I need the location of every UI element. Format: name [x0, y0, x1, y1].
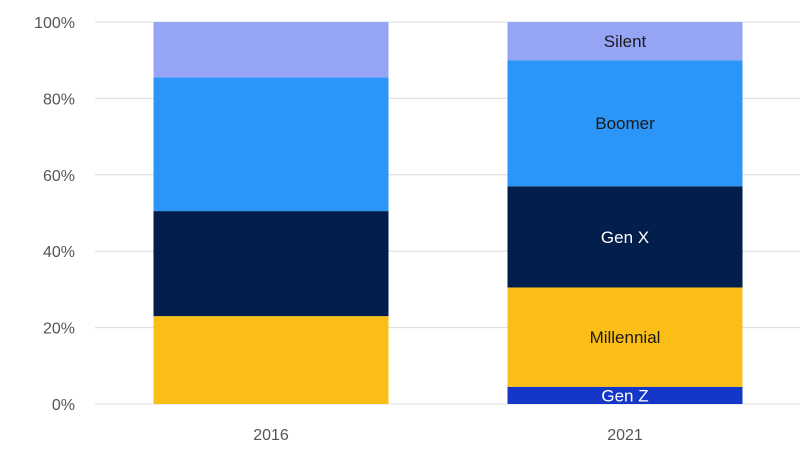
bar-segment-boomer-2021 — [507, 60, 743, 187]
segment-label-boomer: Boomer — [595, 114, 655, 133]
bar-segment-boomer-2016 — [153, 77, 389, 212]
y-tick-label: 100% — [34, 15, 75, 32]
bar-segment-gen-x-2016 — [153, 211, 389, 317]
segment-label-millennial: Millennial — [590, 328, 661, 347]
y-tick-label: 60% — [43, 168, 75, 185]
segment-label-gen-z: Gen Z — [601, 386, 648, 405]
bar-segment-silent-2016 — [153, 22, 389, 78]
segment-label-gen-x: Gen X — [601, 228, 649, 247]
y-axis-tick-labels: 0% 20% 40% 60% 80% 100% — [34, 15, 75, 414]
y-tick-label: 40% — [43, 244, 75, 261]
bar-segment-gen-z-2021 — [507, 386, 743, 404]
y-tick-label: 80% — [43, 91, 75, 108]
bar-segment-millennial-2016 — [153, 316, 389, 404]
bar-segments — [153, 22, 743, 404]
y-tick-label: 20% — [43, 321, 75, 338]
segment-label-silent: Silent — [604, 32, 647, 51]
segment-labels: Gen Z Millennial Gen X Boomer Silent — [590, 32, 661, 405]
x-axis-tick-labels: 2016 2021 — [253, 427, 643, 444]
bar-segment-gen-x-2021 — [507, 186, 743, 288]
bar-segment-silent-2021 — [507, 22, 743, 61]
bar-segment-millennial-2021 — [507, 287, 743, 387]
x-tick-label-2016: 2016 — [253, 427, 289, 444]
y-tick-label: 0% — [52, 397, 75, 414]
x-tick-label-2021: 2021 — [607, 427, 643, 444]
